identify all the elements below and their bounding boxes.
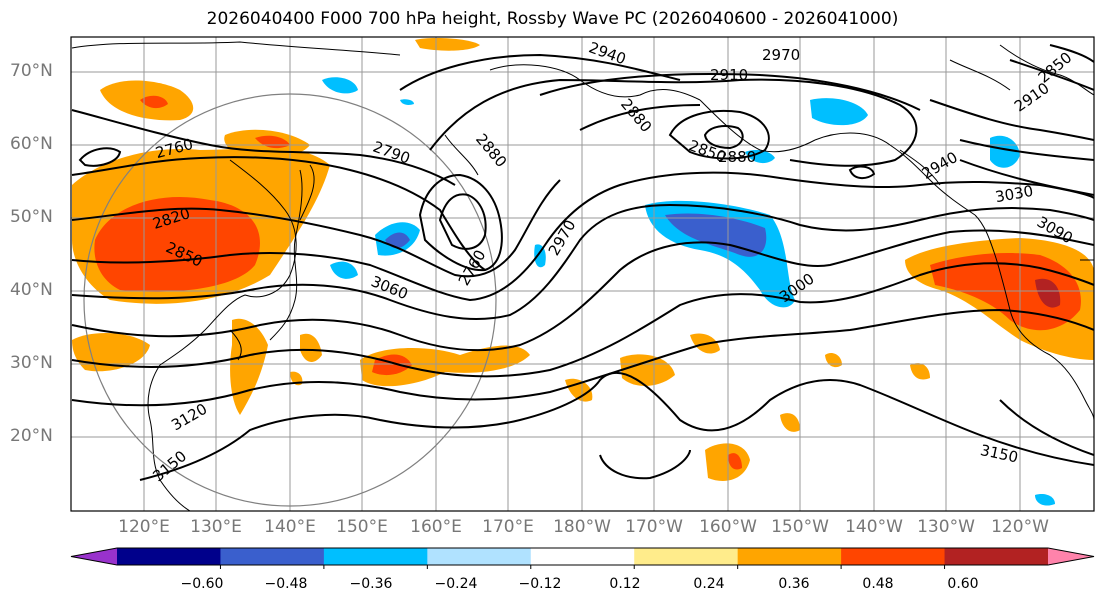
map-title: 2026040400 F000 700 hPa height, Rossby W… [206,9,899,29]
lon-label: 140°W [845,517,903,537]
lon-label: 170°W [625,517,683,537]
contour-label: 2880 [718,148,756,166]
region-circle [83,93,497,507]
graticule [71,37,1094,511]
lon-label: 180°W [553,517,611,537]
lon-label: 130°E [190,517,242,537]
colorbar-tick-label: −0.48 [264,576,308,592]
lat-label: 20°N [10,426,53,446]
colorbar-tick-label: −0.60 [180,576,224,592]
contour-label: 3030 [994,182,1035,206]
lon-label: 160°W [699,517,757,537]
lat-label: 50°N [10,207,53,227]
lat-label: 70°N [10,61,53,81]
shading-negative [322,77,1055,506]
colorbar-tick-label: −0.36 [349,576,393,592]
contour-label: 2790 [370,138,412,168]
contour-label: 3150 [979,441,1020,467]
lon-label: 170°E [482,517,534,537]
lat-label: 40°N [10,280,53,300]
contour-label: 3060 [368,272,410,303]
colorbar-tick-label: 0.48 [862,576,894,592]
colorbar-tick-label: 0.60 [947,576,979,592]
contour-label: 2880 [617,95,655,136]
lon-label: 140°E [264,517,316,537]
map-frame [70,36,1095,512]
contour-label: 2880 [472,130,510,171]
contour-label: 2940 [919,148,961,183]
contour-label: 2910 [710,66,748,84]
lon-label: 150°W [771,517,829,537]
lon-label: 160°E [410,517,462,537]
height-contours [71,44,1094,481]
contour-label: 2760 [455,247,490,289]
lon-label: 120°W [991,517,1049,537]
lon-label: 130°W [917,517,975,537]
lon-label: 120°E [118,517,170,537]
lat-label: 60°N [10,134,53,154]
colorbar-tick-label: 0.12 [609,576,641,592]
contour-label: 2970 [762,46,800,64]
colorbar-tick-label: −0.12 [518,576,562,592]
colorbar-tick-label: −0.24 [434,576,478,592]
colorbar-tick-label: 0.36 [778,576,810,592]
lon-label: 150°E [336,517,388,537]
lat-label: 30°N [10,353,53,373]
colorbar-tick-label: 0.24 [693,576,725,592]
